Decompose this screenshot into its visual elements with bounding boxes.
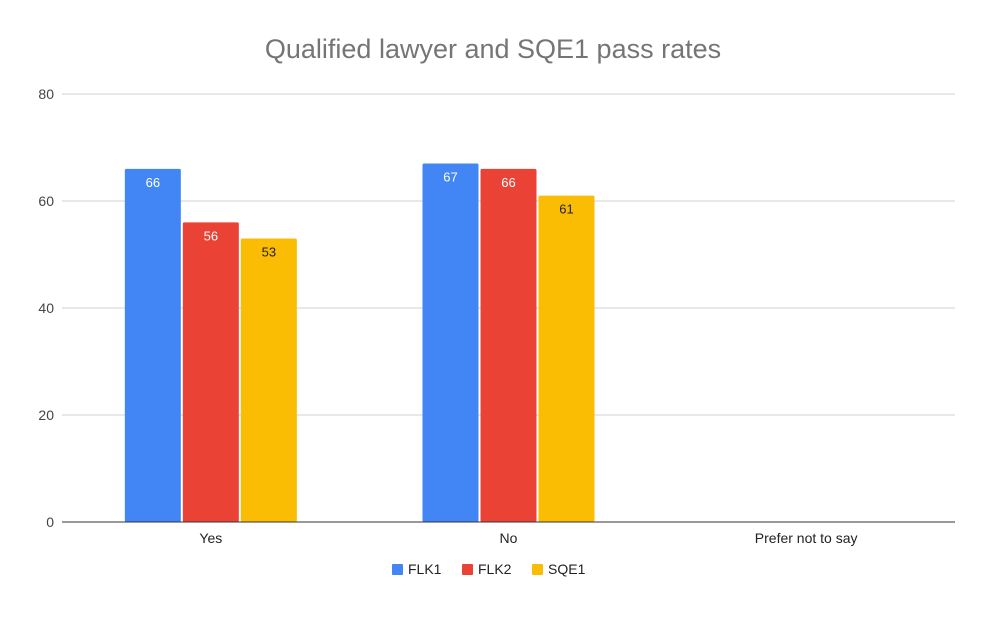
x-category-label: Yes	[199, 530, 222, 546]
bar-flk1	[422, 163, 479, 523]
legend-swatch-flk2	[462, 564, 473, 575]
data-label: 66	[501, 175, 515, 190]
x-category-label: Prefer not to say	[755, 530, 858, 546]
bar-sqe1	[538, 195, 595, 522]
legend: FLK1 FLK2 SQE1	[392, 561, 586, 577]
y-tick-label: 40	[38, 300, 54, 316]
chart-title: Qualified lawyer and SQE1 pass rates	[265, 34, 721, 64]
legend-label-flk2: FLK2	[478, 561, 512, 577]
legend-label-flk1: FLK1	[408, 561, 442, 577]
y-tick-label: 80	[38, 86, 54, 102]
y-tick-label: 20	[38, 407, 54, 423]
data-label: 56	[204, 228, 218, 243]
legend-swatch-flk1	[392, 564, 403, 575]
data-label: 61	[559, 202, 573, 217]
y-tick-label: 60	[38, 193, 54, 209]
data-label: 66	[146, 175, 160, 190]
legend-swatch-sqe1	[532, 564, 543, 575]
bar-layer: 66 56 53 67 66 61	[124, 163, 595, 523]
axis-layer: 0 20 40 60 80 Yes No Prefer not to say	[38, 86, 955, 546]
data-label: 67	[443, 170, 457, 185]
bar-flk2	[480, 168, 537, 522]
x-category-label: No	[500, 530, 518, 546]
bar-flk1	[124, 168, 181, 522]
bar-sqe1	[240, 238, 297, 522]
data-label: 53	[262, 244, 276, 259]
bar-flk2	[182, 222, 239, 522]
legend-label-sqe1: SQE1	[548, 561, 586, 577]
y-tick-label: 0	[46, 514, 54, 530]
